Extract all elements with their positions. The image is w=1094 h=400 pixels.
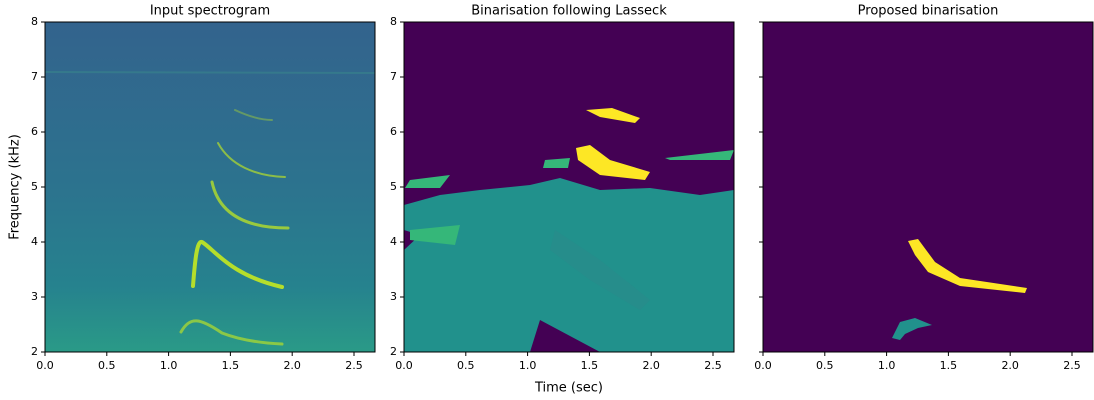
- y-tick-label: 5: [31, 180, 38, 193]
- y-tick-label: 7: [31, 70, 38, 83]
- x-tick-label: 2.5: [1063, 359, 1081, 372]
- x-axis-label: Time (sec): [534, 381, 603, 396]
- y-tick-label: 7: [390, 70, 397, 83]
- x-tick-label: 0.0: [36, 359, 54, 372]
- y-tick-label: 3: [31, 290, 38, 303]
- x-tick-label: 2.5: [345, 359, 363, 372]
- y-tick-label: 6: [31, 125, 38, 138]
- y-tick-label: 3: [390, 290, 397, 303]
- x-tick-label: 2.0: [283, 359, 301, 372]
- x-tick-label: 2.0: [642, 359, 660, 372]
- x-tick-label: 0.0: [395, 359, 413, 372]
- proposed-image: [763, 22, 1093, 352]
- x-tick-label: 0.5: [457, 359, 475, 372]
- spectrogram-image: [45, 22, 375, 352]
- y-tick-label: 6: [390, 125, 397, 138]
- y-tick-label: 4: [31, 235, 38, 248]
- panel-title: Binarisation following Lasseck: [471, 4, 667, 19]
- y-tick-label: 4: [390, 235, 397, 248]
- x-tick-label: 1.5: [581, 359, 599, 372]
- x-tick-label: 1.5: [940, 359, 958, 372]
- x-tick-label: 1.0: [519, 359, 537, 372]
- x-tick-label: 2.5: [704, 359, 722, 372]
- x-tick-label: 1.5: [222, 359, 240, 372]
- x-tick-label: 1.0: [878, 359, 896, 372]
- y-tick-label: 5: [390, 180, 397, 193]
- panel-title: Proposed binarisation: [858, 4, 999, 19]
- x-tick-label: 0.0: [754, 359, 772, 372]
- y-tick-label: 8: [390, 15, 397, 28]
- lasseck-image: [404, 22, 734, 352]
- x-tick-label: 1.0: [160, 359, 178, 372]
- panel-title: Input spectrogram: [150, 4, 270, 19]
- y-tick-label: 2: [390, 345, 397, 358]
- y-tick-label: 8: [31, 15, 38, 28]
- x-tick-label: 0.5: [816, 359, 834, 372]
- y-tick-label: 2: [31, 345, 38, 358]
- x-tick-label: 0.5: [98, 359, 116, 372]
- y-axis-label: Frequency (kHz): [8, 134, 23, 240]
- x-tick-label: 2.0: [1001, 359, 1019, 372]
